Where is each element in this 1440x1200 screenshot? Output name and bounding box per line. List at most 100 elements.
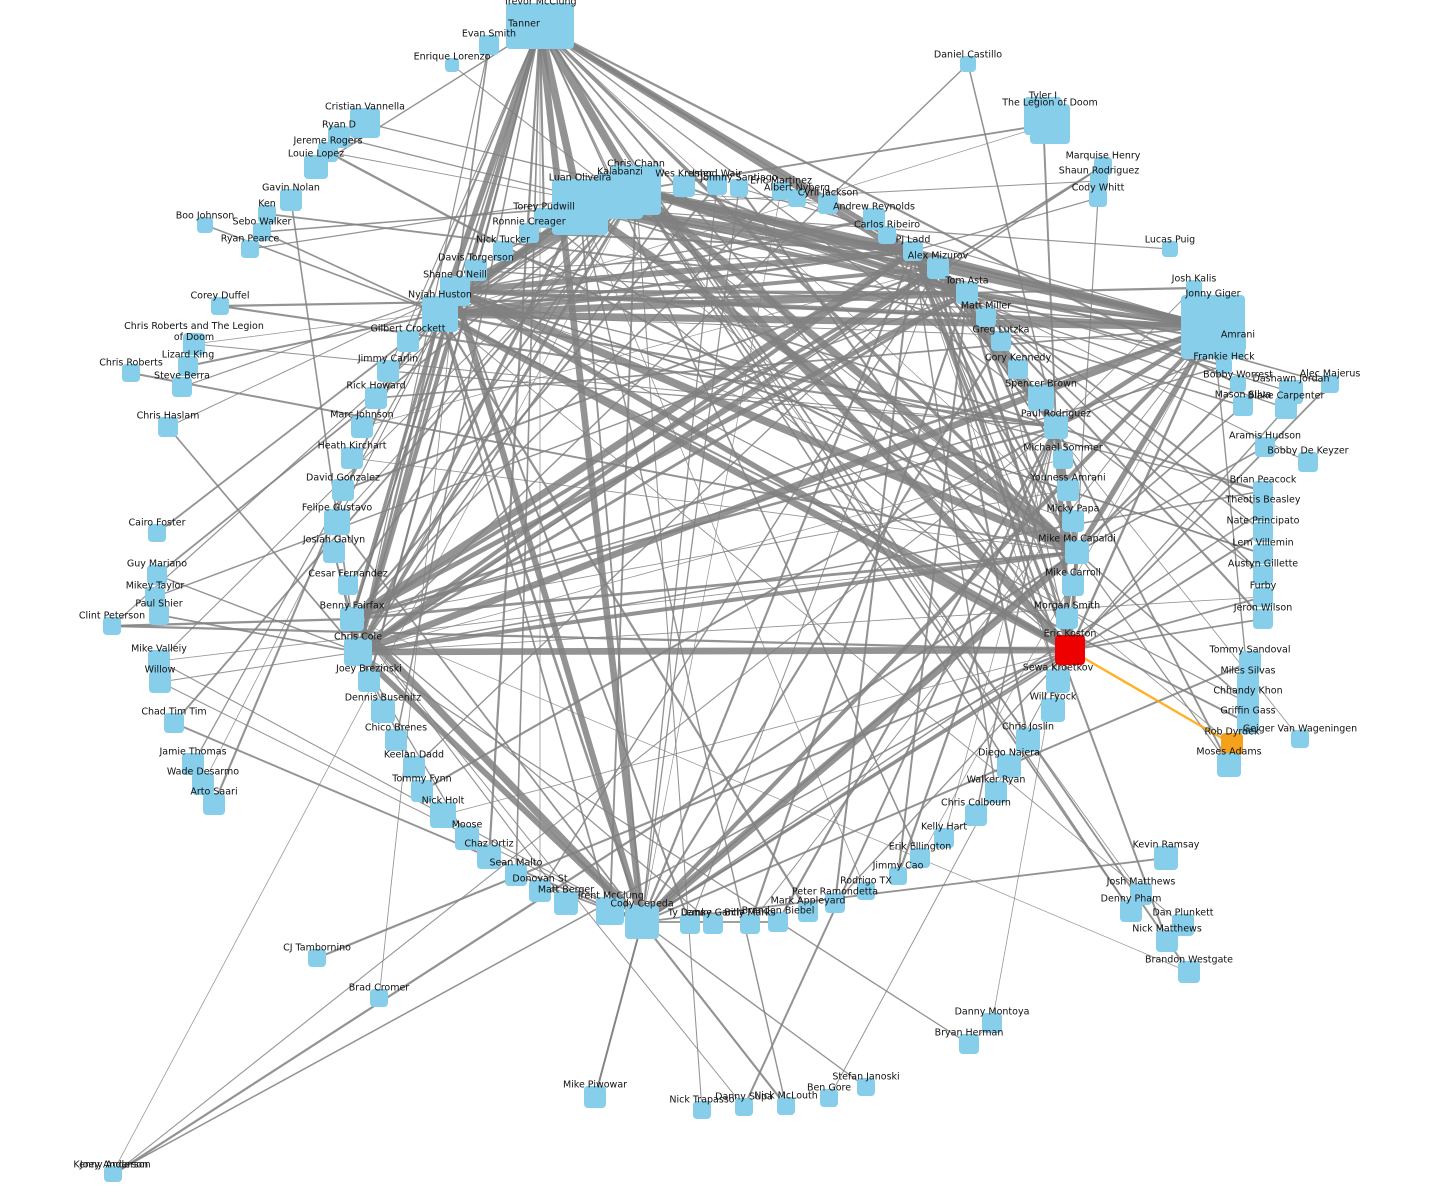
graph-node[interactable]: [1065, 540, 1089, 564]
graph-node[interactable]: [768, 912, 788, 932]
graph-node[interactable]: [1162, 241, 1178, 257]
graph-node[interactable]: [1233, 396, 1253, 416]
graph-node[interactable]: [1053, 449, 1073, 469]
graph-node[interactable]: [1216, 358, 1232, 374]
graph-node[interactable]: [377, 360, 399, 382]
graph-node[interactable]: [1217, 753, 1241, 777]
graph-node[interactable]: [910, 848, 930, 868]
graph-node[interactable]: [1057, 479, 1079, 501]
graph-node[interactable]: [172, 377, 192, 397]
graph-node[interactable]: [253, 223, 271, 241]
graph-node[interactable]: [106, 1166, 122, 1182]
graph-node[interactable]: [422, 296, 458, 332]
graph-node[interactable]: [1321, 375, 1339, 393]
graph-node[interactable]: [465, 259, 487, 281]
graph-node[interactable]: [241, 240, 259, 258]
graph-node[interactable]: [149, 671, 171, 693]
graph-node[interactable]: [493, 241, 513, 261]
graph-node[interactable]: [1237, 672, 1259, 694]
graph-node[interactable]: [158, 417, 178, 437]
graph-node[interactable]: [1062, 510, 1084, 532]
graph-node[interactable]: [1041, 698, 1065, 722]
graph-node[interactable]: [350, 108, 380, 138]
graph-node[interactable]: [976, 307, 996, 327]
graph-node[interactable]: [960, 56, 976, 72]
graph-node[interactable]: [1016, 728, 1040, 752]
graph-node[interactable]: [1253, 522, 1273, 542]
graph-node[interactable]: [818, 194, 838, 214]
graph-node[interactable]: [1237, 692, 1259, 714]
graph-node[interactable]: [149, 605, 169, 625]
graph-node[interactable]: [164, 713, 184, 733]
graph-node[interactable]: [192, 773, 214, 795]
graph-node[interactable]: [145, 587, 165, 607]
graph-node[interactable]: [1154, 846, 1178, 870]
graph-node[interactable]: [1055, 635, 1085, 665]
graph-node[interactable]: [182, 753, 204, 775]
graph-node[interactable]: [197, 217, 213, 233]
graph-node[interactable]: [596, 897, 624, 925]
graph-node[interactable]: [505, 864, 527, 886]
graph-node[interactable]: [183, 333, 205, 355]
graph-node[interactable]: [788, 189, 806, 207]
graph-node[interactable]: [985, 781, 1007, 803]
graph-node[interactable]: [878, 226, 896, 244]
graph-node[interactable]: [777, 1097, 795, 1115]
graph-node[interactable]: [455, 826, 479, 850]
graph-node[interactable]: [340, 607, 364, 631]
graph-node[interactable]: [1120, 900, 1142, 922]
graph-node[interactable]: [1230, 336, 1246, 352]
graph-node[interactable]: [445, 58, 459, 72]
graph-node[interactable]: [519, 223, 539, 243]
graph-node[interactable]: [825, 893, 845, 913]
graph-node[interactable]: [1255, 437, 1275, 457]
graph-node[interactable]: [772, 182, 790, 200]
graph-node[interactable]: [903, 241, 923, 261]
graph-node[interactable]: [1130, 883, 1152, 905]
graph-node[interactable]: [1028, 385, 1054, 411]
graph-node[interactable]: [1239, 651, 1261, 673]
graph-node[interactable]: [203, 793, 225, 815]
graph-node[interactable]: [211, 297, 229, 315]
graph-node[interactable]: [956, 282, 978, 304]
graph-node[interactable]: [584, 1086, 606, 1108]
graph-node[interactable]: [529, 880, 551, 902]
graph-node[interactable]: [411, 780, 433, 802]
graph-node[interactable]: [103, 617, 121, 635]
graph-node[interactable]: [959, 1034, 979, 1054]
graph-node[interactable]: [1046, 669, 1070, 693]
graph-node[interactable]: [534, 208, 554, 228]
graph-node[interactable]: [1094, 157, 1112, 175]
graph-node[interactable]: [430, 802, 456, 828]
graph-node[interactable]: [1275, 397, 1297, 419]
graph-node[interactable]: [397, 330, 419, 352]
graph-node[interactable]: [982, 1013, 1002, 1033]
graph-node[interactable]: [1253, 609, 1273, 629]
graph-node[interactable]: [1253, 481, 1273, 501]
graph-node[interactable]: [735, 1098, 753, 1116]
graph-node[interactable]: [308, 949, 326, 967]
graph-node[interactable]: [147, 565, 167, 585]
graph-node[interactable]: [673, 175, 695, 197]
graph-node[interactable]: [693, 1101, 711, 1119]
graph-node[interactable]: [1008, 359, 1028, 379]
graph-node[interactable]: [798, 902, 818, 922]
graph-node[interactable]: [365, 387, 387, 409]
graph-node[interactable]: [344, 638, 372, 666]
graph-node[interactable]: [625, 905, 659, 939]
graph-node[interactable]: [371, 699, 395, 723]
graph-node[interactable]: [1253, 587, 1273, 607]
graph-node[interactable]: [1156, 930, 1178, 952]
graph-node[interactable]: [513, 25, 535, 47]
graph-node[interactable]: [1030, 104, 1070, 144]
graph-node[interactable]: [1089, 189, 1107, 207]
graph-node[interactable]: [554, 891, 578, 915]
graph-node[interactable]: [403, 756, 425, 778]
graph-node[interactable]: [1186, 280, 1202, 296]
graph-node[interactable]: [997, 754, 1021, 778]
graph-node[interactable]: [358, 670, 380, 692]
graph-node[interactable]: [304, 155, 328, 179]
graph-node[interactable]: [324, 509, 350, 535]
graph-node[interactable]: [148, 524, 166, 542]
